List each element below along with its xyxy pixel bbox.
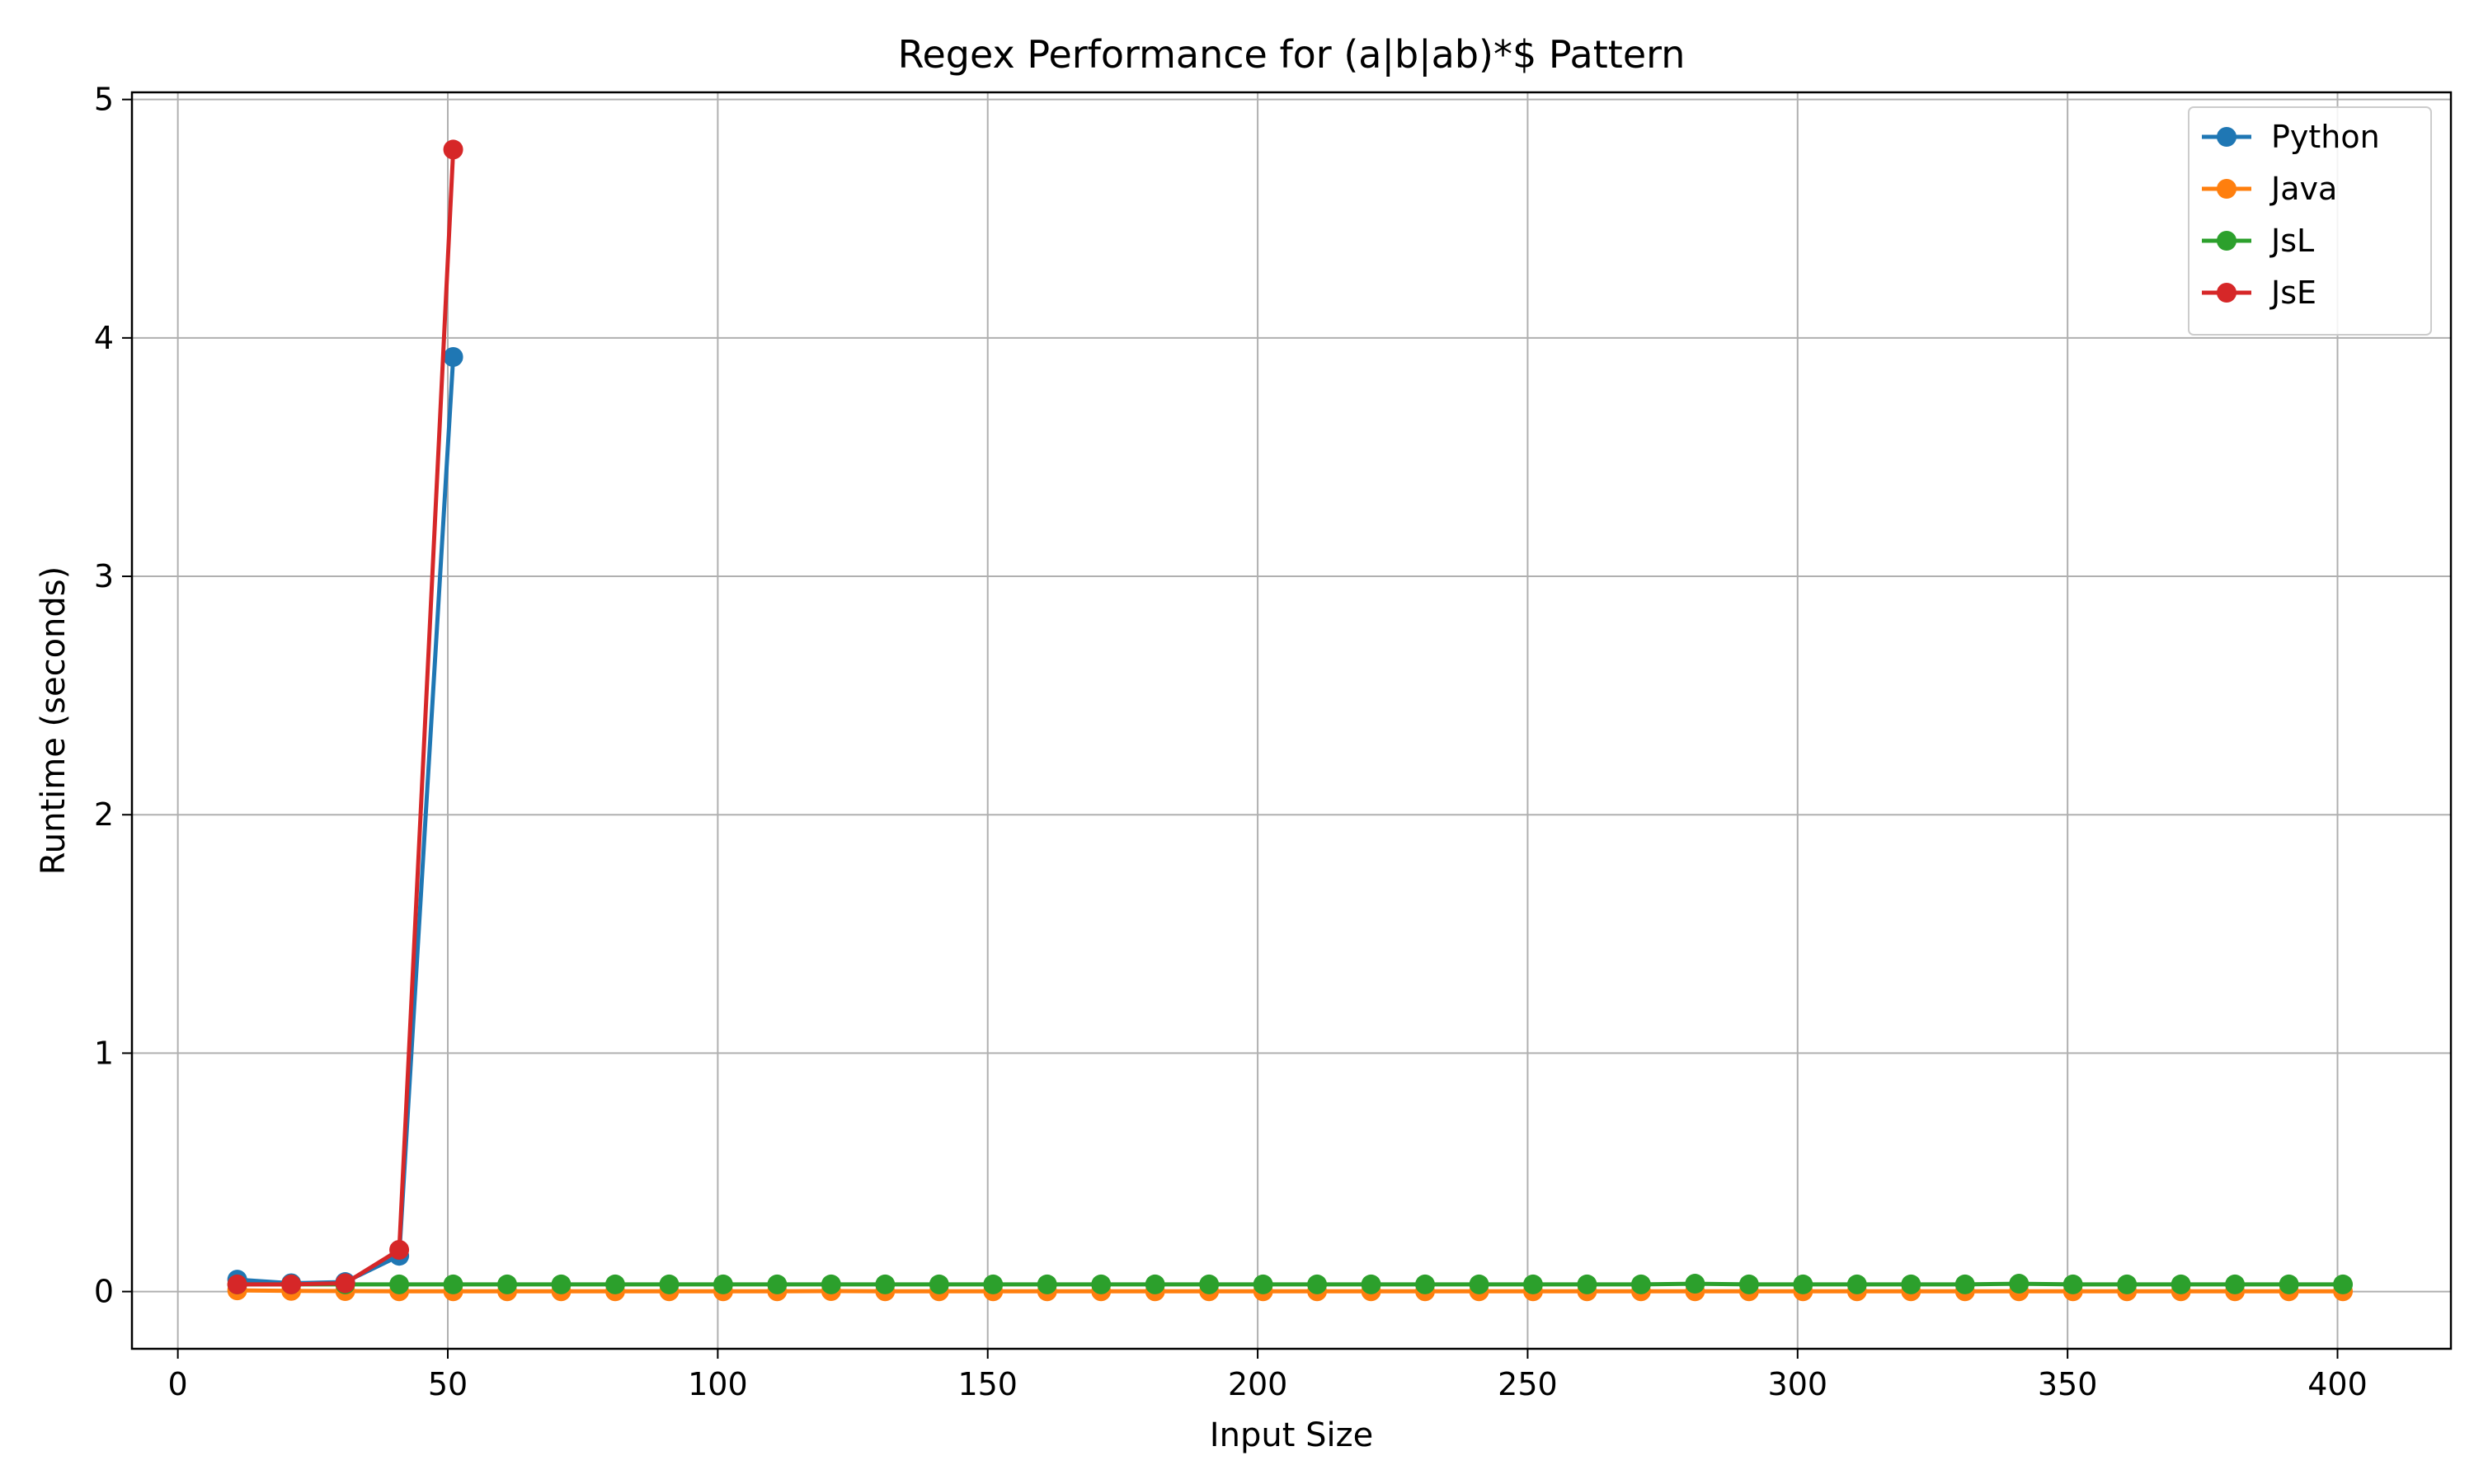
x-axis-title: Input Size	[1210, 1416, 1373, 1454]
data-point-jsl	[875, 1274, 896, 1294]
data-point-jse	[443, 139, 463, 160]
legend-marker-python	[2217, 127, 2236, 147]
y-axis: 0 1 2 3 4 5	[94, 82, 132, 1310]
data-point-jsl	[1469, 1274, 1489, 1294]
data-point-jsl	[1577, 1274, 1597, 1294]
data-point-jsl	[929, 1274, 949, 1294]
y-tick-label: 2	[94, 796, 114, 833]
x-tick-label: 350	[2038, 1366, 2098, 1402]
data-point-jsl	[389, 1274, 410, 1294]
legend-label-python: Python	[2271, 119, 2380, 155]
series-jsl	[227, 1274, 2354, 1294]
data-point-jsl	[983, 1274, 1004, 1294]
series-layer	[227, 139, 2354, 1302]
data-point-jsl	[2333, 1274, 2354, 1294]
data-point-jsl	[1361, 1274, 1381, 1294]
x-tick-label: 400	[2307, 1366, 2368, 1402]
legend: Python Java JsL JsE	[2188, 106, 2432, 336]
y-tick-label: 4	[94, 320, 114, 356]
legend-marker-jse	[2217, 283, 2236, 303]
data-point-jsl	[1253, 1274, 1273, 1294]
data-point-jsl	[1738, 1274, 1759, 1294]
data-point-jsl	[551, 1274, 571, 1294]
data-point-jsl	[497, 1274, 518, 1294]
x-tick-label: 0	[168, 1366, 188, 1402]
data-point-jsl	[2062, 1274, 2083, 1294]
legend-box	[2188, 106, 2432, 336]
data-point-python	[443, 346, 463, 367]
data-point-jsl	[1685, 1274, 1705, 1294]
data-point-jsl	[2009, 1274, 2030, 1294]
data-point-jsl	[767, 1274, 788, 1294]
data-point-jsl	[821, 1274, 841, 1294]
data-point-jsl	[1415, 1274, 1436, 1294]
data-point-jsl	[1630, 1274, 1651, 1294]
data-point-jsl	[2225, 1274, 2246, 1294]
data-point-jsl	[659, 1274, 680, 1294]
series-jse	[227, 139, 463, 1294]
data-point-jsl	[1037, 1274, 1057, 1294]
x-tick-label: 200	[1228, 1366, 1288, 1402]
data-point-jsl	[1145, 1274, 1165, 1294]
data-point-jsl	[604, 1274, 625, 1294]
x-tick-label: 300	[1768, 1366, 1828, 1402]
y-tick-label: 5	[94, 82, 114, 118]
data-point-jsl	[1901, 1274, 1921, 1294]
data-point-jsl	[1307, 1274, 1328, 1294]
x-tick-label: 250	[1498, 1366, 1558, 1402]
data-point-jse	[281, 1274, 302, 1294]
data-point-jse	[227, 1274, 247, 1294]
data-point-jsl	[1954, 1274, 1975, 1294]
x-axis: 0 50 100 150 200 250 300 350 400	[168, 1349, 2368, 1402]
data-point-jsl	[2117, 1274, 2138, 1294]
y-tick-label: 0	[94, 1274, 114, 1310]
data-point-jsl	[1846, 1274, 1867, 1294]
data-point-jsl	[443, 1274, 463, 1294]
data-point-jsl	[1199, 1274, 1220, 1294]
data-point-jsl	[1522, 1274, 1543, 1294]
y-axis-title: Runtime (seconds)	[35, 566, 73, 876]
data-point-jsl	[1091, 1274, 1112, 1294]
series-line-java	[237, 1288, 2344, 1294]
chart-title: Regex Performance for (a|b|ab)*$ Pattern	[898, 32, 1686, 77]
legend-marker-java	[2217, 179, 2236, 199]
legend-label-jsl: JsL	[2269, 223, 2314, 259]
data-point-jse	[389, 1239, 410, 1260]
y-tick-label: 1	[94, 1035, 114, 1071]
legend-label-java: Java	[2269, 171, 2337, 207]
plot-frame	[130, 91, 2453, 1350]
data-point-jsl	[1793, 1274, 1813, 1294]
y-tick-label: 3	[94, 558, 114, 594]
legend-marker-jsl	[2217, 231, 2236, 251]
legend-label-jse: JsE	[2269, 275, 2316, 311]
data-point-jsl	[713, 1274, 733, 1294]
data-point-jsl	[2171, 1274, 2191, 1294]
x-tick-label: 100	[688, 1366, 748, 1402]
x-tick-label: 150	[957, 1366, 1018, 1402]
data-point-jsl	[2279, 1274, 2299, 1294]
data-point-jse	[335, 1273, 355, 1294]
x-tick-label: 50	[428, 1366, 468, 1402]
